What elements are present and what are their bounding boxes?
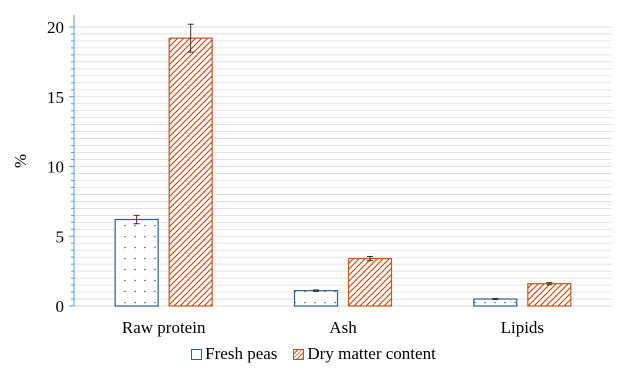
bar-dry-matter-content-lipids: [527, 283, 572, 307]
y-tick-label: 20: [47, 18, 64, 37]
legend-item-fresh-peas: Fresh peas: [191, 344, 277, 364]
x-category-label: Ash: [329, 318, 357, 337]
bars: [114, 23, 572, 307]
x-category-label: Lipids: [501, 318, 544, 337]
y-tick-label: 0: [56, 297, 65, 316]
axes: [69, 15, 612, 307]
x-category-label: Raw protein: [122, 318, 206, 337]
bar-fresh-peas-raw-protein: [114, 218, 159, 307]
labels: 0 5 10 15 20 Raw protein Ash Lipids: [47, 18, 544, 337]
bar-dry-matter-content-raw-protein: [168, 37, 213, 307]
legend-item-dry-matter: Dry matter content: [293, 344, 436, 364]
bar-fresh-peas-ash: [293, 290, 339, 307]
legend-swatch-fresh-peas: [191, 348, 203, 360]
legend-label-dry-matter: Dry matter content: [307, 344, 436, 363]
y-tick-label: 15: [47, 88, 64, 107]
legend: Fresh peas Dry matter content: [0, 342, 627, 366]
y-tick-label: 5: [56, 227, 65, 246]
legend-label-fresh-peas: Fresh peas: [205, 344, 278, 363]
y-axis-title: %: [11, 154, 30, 168]
legend-swatch-dry-matter: [293, 348, 305, 360]
bar-dry-matter-content-ash: [347, 257, 393, 307]
gridlines: [74, 26, 612, 307]
y-tick-label: 10: [47, 158, 64, 177]
